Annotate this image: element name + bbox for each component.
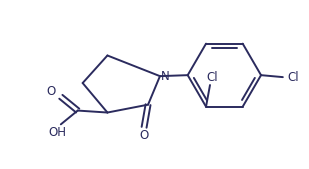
Text: Cl: Cl — [206, 71, 218, 84]
Text: N: N — [161, 70, 169, 83]
Text: OH: OH — [48, 126, 66, 139]
Text: Cl: Cl — [287, 71, 298, 84]
Text: O: O — [47, 85, 56, 98]
Text: O: O — [139, 129, 149, 142]
